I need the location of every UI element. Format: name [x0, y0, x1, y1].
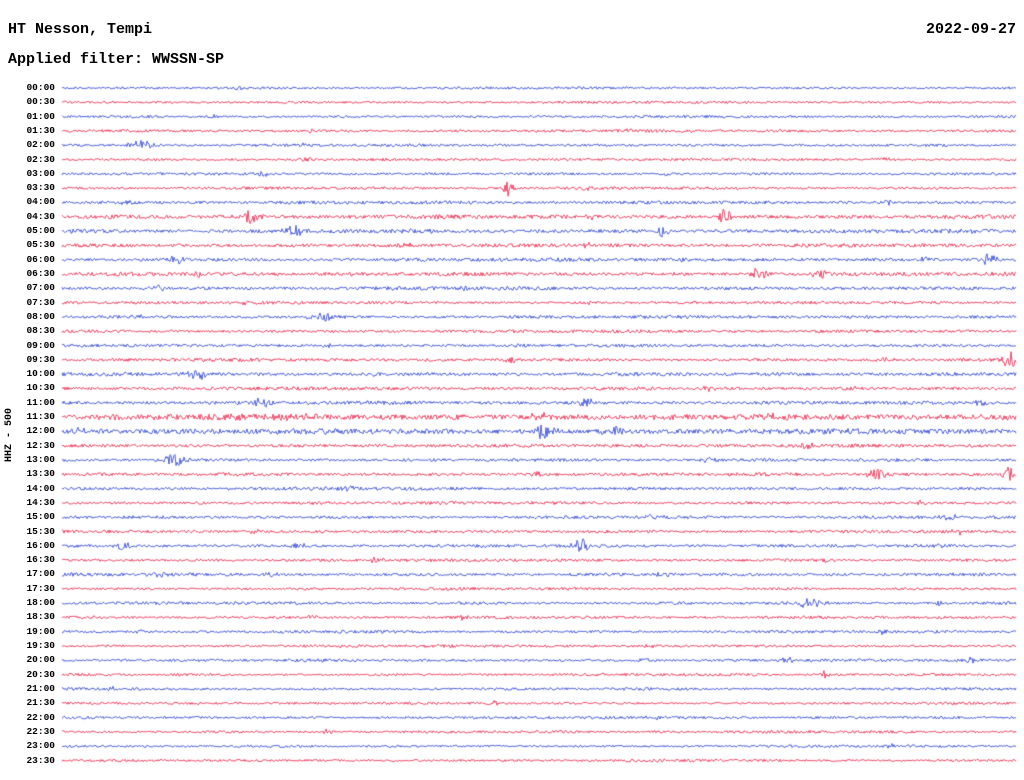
seismogram-trace-canvas — [0, 0, 1024, 780]
